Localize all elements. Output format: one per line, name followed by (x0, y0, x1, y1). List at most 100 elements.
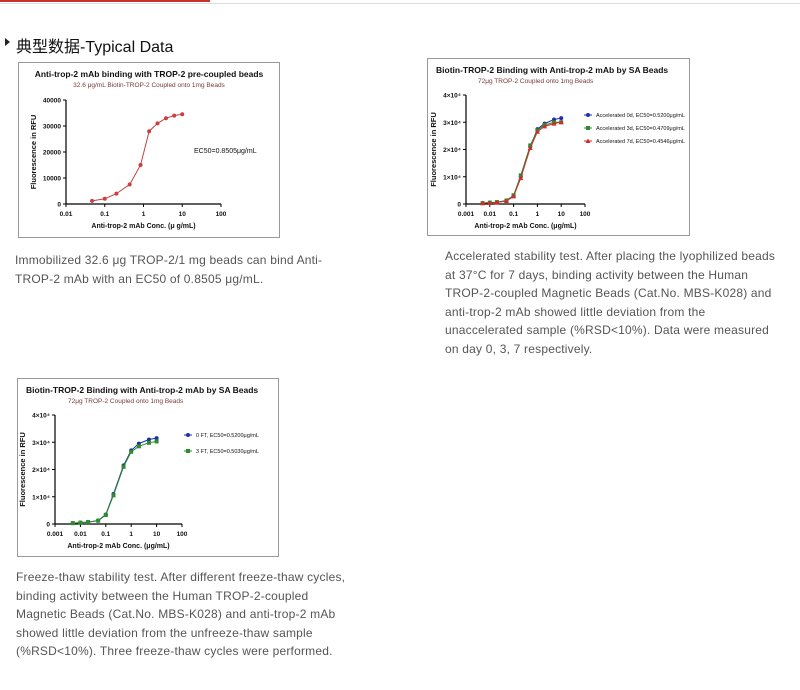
data-point (86, 520, 91, 525)
x-tick-label: 10 (179, 211, 187, 218)
x-tick-label: 0.1 (100, 211, 109, 218)
y-tick-label: 20000 (43, 150, 61, 157)
y-tick-label: 1×10⁴ (443, 174, 461, 181)
annotation: EC50=0.8505μg/mL (194, 148, 257, 155)
data-point (551, 121, 557, 126)
x-tick-label: 100 (216, 211, 227, 218)
y-tick-label: 0 (457, 202, 461, 209)
legend-marker (586, 113, 590, 117)
data-point (559, 116, 564, 121)
y-tick-label: 10000 (43, 176, 61, 183)
chart-subtitle: 72μg TROP-2 Coupled onto 1mg Beads (68, 398, 184, 405)
y-tick-label: 0 (57, 202, 61, 209)
y-tick-label: 3×10⁴ (32, 440, 50, 447)
data-point (127, 182, 132, 187)
data-point (518, 173, 523, 178)
x-tick-label: 10 (558, 211, 566, 218)
data-point (527, 145, 533, 151)
data-point (518, 175, 524, 181)
data-point (154, 439, 159, 444)
chart-title: Anti-trop-2 mAb binding with TROP-2 pre-… (35, 69, 264, 79)
fit-line (482, 121, 562, 204)
data-point (494, 199, 500, 205)
data-point (90, 198, 95, 203)
legend-label: Accelerated 7d, EC50=0.4546μg/mL (596, 139, 685, 145)
data-point (111, 493, 116, 498)
y-axis-label: Fluorescence in RFU (18, 432, 27, 507)
data-point (114, 191, 119, 196)
data-point (534, 129, 540, 134)
x-tick-label: 10 (153, 531, 161, 538)
legend-label: 0 FT, EC50=0.5200μg/mL (196, 433, 259, 439)
data-point (172, 113, 177, 118)
chart-subtitle: 32.6 μg/mL Biotin-TROP-2 Coupled onto 1m… (73, 82, 225, 89)
x-tick-label: 100 (580, 211, 591, 218)
fit-line (482, 121, 562, 204)
legend-marker (186, 449, 190, 453)
data-point (155, 121, 160, 126)
data-point (503, 198, 509, 204)
top-rule (0, 3, 800, 4)
x-tick-label: 0.01 (60, 211, 73, 218)
legend-marker (585, 138, 591, 143)
x-axis-label: Anti-trop-2 mAb Conc. (μ g/mL) (91, 223, 195, 230)
caption: Freeze-thaw stability test. After differ… (16, 570, 346, 658)
legend-marker (586, 126, 590, 130)
x-tick-label: 0.1 (509, 211, 518, 218)
data-point (511, 193, 517, 199)
data-point (78, 520, 83, 525)
data-point (147, 129, 152, 134)
x-axis-label: Anti-trop-2 mAb Conc. (μg/mL) (474, 223, 576, 230)
chart-title: Biotin-TROP-2 Binding with Anti-trop-2 m… (26, 385, 258, 395)
figure-chart: Anti-trop-2 mAb binding with TROP-2 pre-… (18, 62, 280, 238)
fit-line (72, 437, 157, 524)
y-tick-label: 40000 (43, 98, 61, 105)
data-point (96, 518, 101, 523)
data-point (103, 513, 108, 518)
data-point (146, 437, 151, 442)
y-axis-label: Fluorescence in RFU (429, 112, 438, 187)
legend-label: 3 FT, EC50=0.5030μg/mL (196, 449, 259, 455)
x-tick-label: 1 (129, 531, 133, 538)
data-point (70, 521, 75, 526)
data-point (146, 440, 151, 445)
bullet (5, 38, 10, 46)
fit-line (72, 440, 157, 524)
x-tick-label: 1 (142, 211, 146, 218)
legend-marker (186, 433, 190, 437)
x-tick-label: 100 (177, 531, 188, 538)
y-tick-label: 3×10⁴ (443, 120, 461, 127)
top-accent (0, 0, 210, 2)
y-tick-label: 0 (46, 522, 50, 529)
data-point (558, 119, 564, 125)
data-point (121, 464, 126, 469)
data-point (180, 112, 185, 117)
y-tick-label: 4×10⁴ (32, 413, 50, 420)
chart-subtitle: 72μg TROP-2 Coupled onto 1mg Beads (478, 78, 594, 85)
y-tick-label: 1×10⁴ (32, 494, 50, 501)
data-point (163, 116, 168, 121)
data-point (487, 200, 493, 205)
y-tick-label: 2×10⁴ (32, 467, 50, 474)
caption: Immobilized 32.6 μg TROP-2/1 mg beads ca… (15, 253, 323, 286)
x-tick-label: 0.1 (101, 531, 110, 538)
x-tick-label: 0.01 (483, 211, 496, 218)
heading: 典型数据-Typical Data (16, 39, 174, 56)
caption: Accelerated stability test. After placin… (445, 249, 776, 356)
x-axis-label: Anti-trop-2 mAb Conc. (μg/mL) (67, 543, 169, 550)
figure-chart: Biotin-TROP-2 Binding with Anti-trop-2 m… (427, 58, 690, 236)
y-tick-label: 30000 (43, 124, 61, 131)
x-tick-label: 0.001 (47, 531, 64, 538)
chart-title: Biotin-TROP-2 Binding with Anti-trop-2 m… (436, 65, 668, 75)
legend-label: Accelerated 3d, EC50=0.4709μg/mL (596, 126, 685, 132)
x-tick-label: 0.01 (74, 531, 87, 538)
data-point (480, 200, 486, 206)
x-tick-label: 1 (536, 211, 540, 218)
fit-line (91, 113, 183, 202)
legend-label: Accelerated 0d, EC50=0.5200μg/mL (596, 113, 685, 119)
fit-line (482, 117, 562, 204)
data-point (129, 449, 134, 454)
data-point (542, 123, 548, 129)
data-point (528, 143, 533, 148)
